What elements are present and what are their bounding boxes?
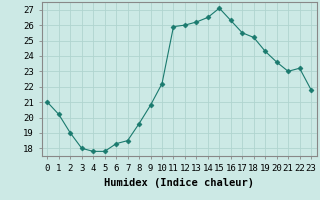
X-axis label: Humidex (Indice chaleur): Humidex (Indice chaleur) (104, 178, 254, 188)
